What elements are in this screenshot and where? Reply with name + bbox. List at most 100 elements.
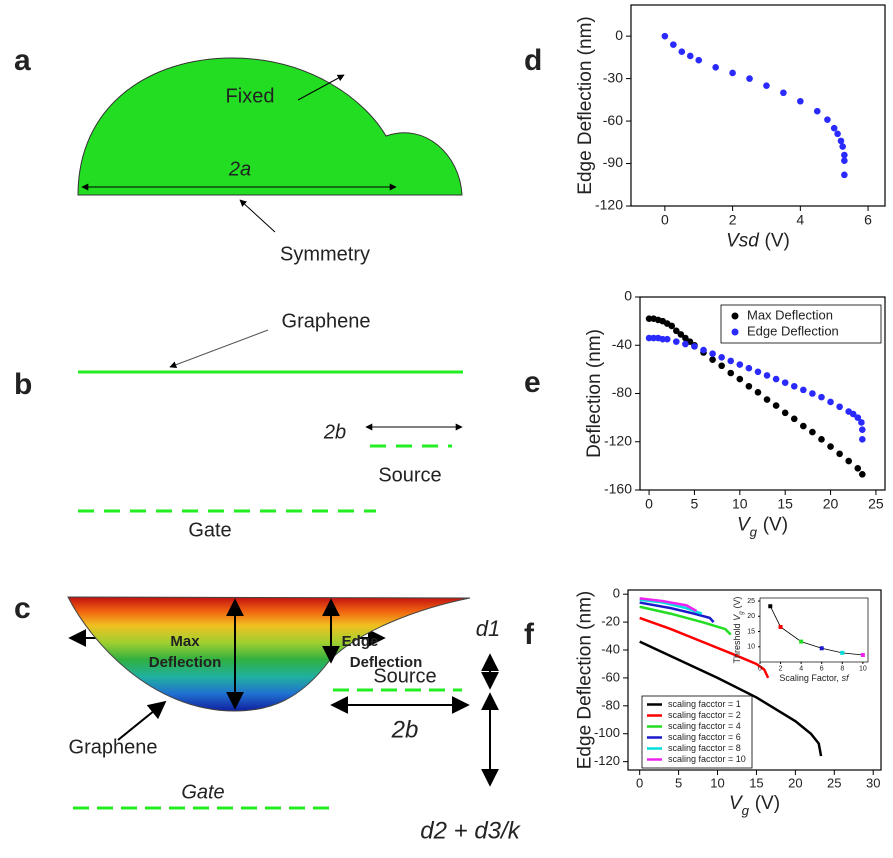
data-point	[858, 419, 865, 426]
data-point	[672, 338, 680, 345]
data-point	[790, 415, 798, 423]
data-point	[663, 335, 671, 343]
dimension-label: 2b	[391, 716, 419, 743]
axis-label-part: sf	[842, 674, 851, 684]
axis-label-part: (V)	[763, 514, 788, 535]
data-point	[763, 372, 771, 379]
axis-label-part: g	[742, 803, 750, 818]
y-tick-label: -90	[603, 154, 623, 170]
axis-label: Deflection (nm)	[584, 329, 605, 458]
legend-label: scaling facctor = 6	[668, 732, 741, 742]
axis-label-part: g	[750, 524, 758, 539]
panel-b: b Graphene 2b Source Gate	[14, 310, 463, 541]
y-tick-label: -80	[601, 697, 620, 712]
label: Fixed	[226, 85, 275, 107]
label: d2 + d3/k	[420, 817, 521, 844]
x-tick-label: 15	[777, 496, 793, 512]
x-tick-label: 2	[729, 212, 737, 228]
data-point	[859, 471, 866, 478]
data-line	[639, 640, 823, 757]
data-point	[659, 335, 666, 343]
label: Source	[378, 464, 441, 486]
data-point	[800, 386, 807, 394]
data-point	[818, 393, 825, 401]
legend-label: scaling facctor = 2	[668, 710, 741, 720]
data-point	[678, 48, 686, 56]
label: Edge	[342, 633, 379, 650]
data-point	[746, 75, 753, 82]
data-point	[763, 396, 771, 403]
x-tick-label: 15	[749, 776, 763, 791]
data-line	[769, 606, 863, 656]
data-line	[639, 616, 770, 679]
x-tick-label: 0	[645, 496, 653, 512]
panel-a: a 2a Fixed Symmetry	[14, 44, 463, 265]
data-point	[709, 350, 716, 357]
axis-label-part: V	[729, 793, 744, 814]
panel-label: d	[524, 44, 542, 77]
y-tick-label: 15	[747, 628, 755, 635]
arrow	[117, 700, 167, 741]
label: Max	[170, 633, 200, 650]
data-point	[841, 151, 848, 159]
data-point	[709, 356, 716, 364]
data-point	[727, 369, 735, 377]
y-tick-label: 0	[615, 27, 623, 43]
data-point	[729, 69, 736, 77]
data-point	[840, 650, 845, 655]
data-point	[763, 82, 770, 89]
y-tick-label: 25	[747, 598, 755, 605]
legend-marker	[731, 312, 739, 320]
x-tick-label: 6	[864, 212, 872, 228]
data-point	[712, 63, 719, 71]
plot-frame	[627, 589, 882, 771]
data-point	[841, 171, 848, 179]
data-point	[650, 334, 657, 342]
panel-label: e	[524, 366, 541, 399]
membrane-shape	[77, 57, 463, 196]
data-point	[830, 124, 838, 132]
data-point	[859, 436, 866, 443]
label: Symmetry	[280, 243, 370, 265]
data-point	[845, 457, 853, 465]
data-point	[781, 409, 789, 417]
data-point	[839, 143, 846, 150]
dimension-label: 2b	[323, 421, 346, 443]
x-tick-label: 10	[859, 666, 867, 673]
y-tick-label: -30	[603, 69, 623, 85]
legend-label: scaling facctor = 4	[668, 721, 741, 731]
label: Gate	[181, 781, 224, 803]
axis-label-part: Vsd	[726, 230, 760, 251]
legend-box	[641, 695, 753, 769]
panel-label: b	[14, 368, 32, 401]
axis-label-part: V	[737, 514, 752, 535]
axis-label-part: g	[738, 611, 745, 615]
data-point	[837, 137, 845, 145]
data-point	[645, 334, 653, 342]
axis-label-part: (V)	[765, 230, 790, 251]
x-tick-label: 4	[799, 666, 803, 673]
label: Graphene	[69, 736, 158, 758]
y-tick-label: -40	[601, 641, 620, 656]
data-point	[686, 52, 694, 60]
x-tick-label: 25	[827, 776, 841, 791]
y-tick-label: 20	[747, 613, 755, 620]
data-point	[819, 646, 824, 651]
data-point	[836, 403, 843, 411]
data-point	[736, 375, 744, 383]
data-point	[827, 443, 834, 450]
panel-label: c	[14, 592, 31, 625]
label: Deflection	[149, 654, 222, 671]
panel-c: c 2a Max Deflection Edge Deflection d1 S…	[14, 592, 522, 844]
data-point	[854, 464, 862, 472]
data-point	[677, 331, 685, 338]
axis-label: Threshold Vg (V)	[732, 597, 745, 664]
data-line	[639, 601, 715, 623]
x-tick-label: 30	[866, 776, 880, 791]
label: d1	[476, 616, 500, 641]
x-tick-label: 0	[661, 212, 669, 228]
data-point	[772, 375, 780, 383]
deflected-membrane	[67, 596, 471, 712]
data-point	[860, 652, 865, 657]
